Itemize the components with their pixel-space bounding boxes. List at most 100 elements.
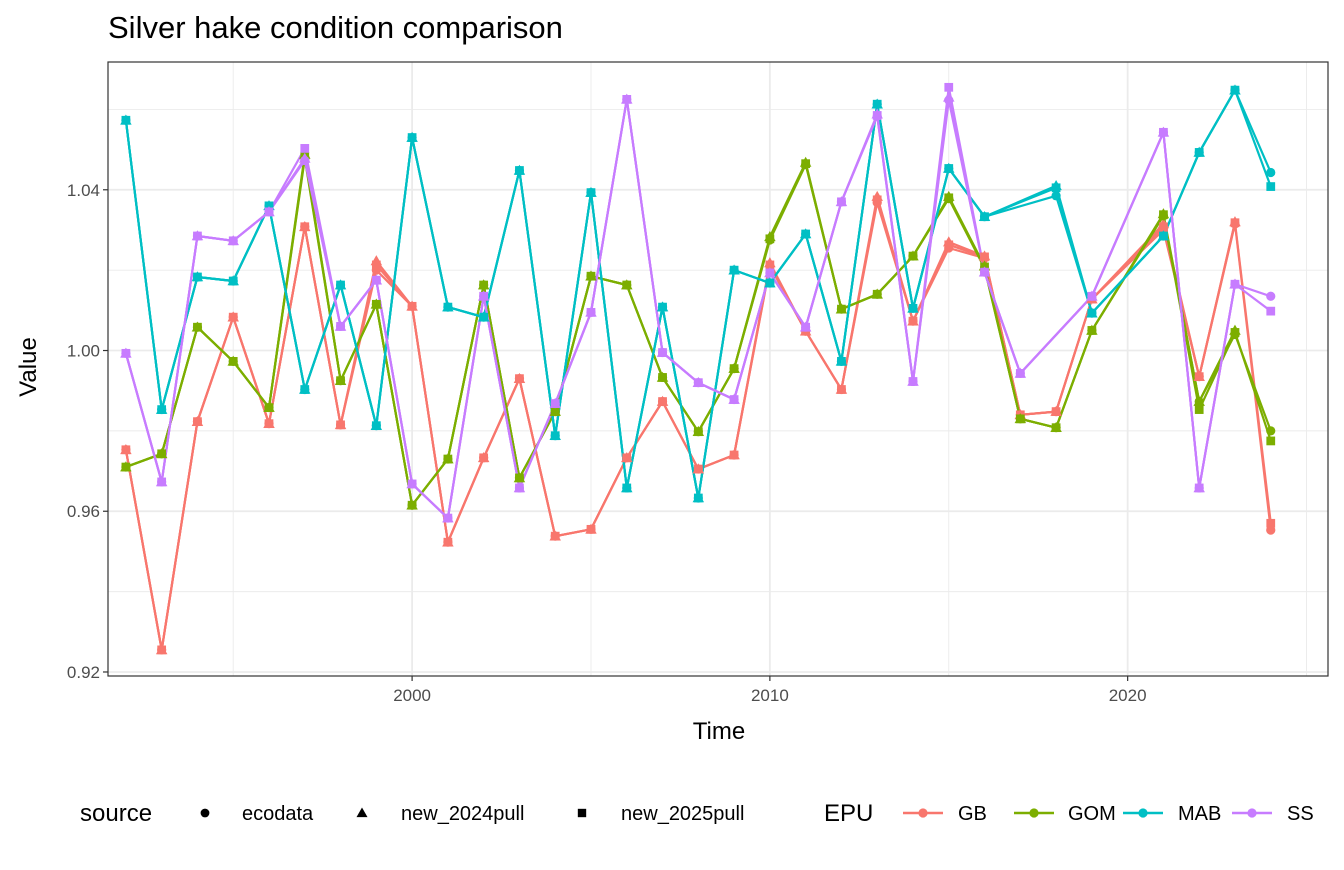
point-ss-new_2025pull: [515, 483, 524, 493]
point-gom-new_2025pull: [1051, 423, 1061, 433]
point-mab-new_2025pull: [1051, 183, 1061, 193]
x-tick-label: 2000: [393, 686, 431, 705]
point-gom-new_2025pull: [1087, 326, 1097, 335]
point-gb-new_2025pull: [1230, 218, 1240, 228]
y-tick-label: 1.04: [67, 181, 100, 200]
legend-key-new_2024pull: [356, 807, 368, 818]
legend-key-ecodata: [200, 808, 210, 818]
legend-point-gb: [918, 808, 928, 818]
point-ss-new_2025pull: [622, 95, 632, 104]
point-gom-new_2025pull: [908, 251, 918, 261]
legend-point-mab: [1138, 808, 1148, 818]
point-ss-new_2025pull: [944, 82, 954, 92]
point-gb-new_2025pull: [658, 397, 667, 406]
point-ss-new_2025pull: [228, 236, 238, 246]
series-line-gb-new_2025pull: [124, 198, 1272, 652]
point-mab-new_2025pull: [264, 201, 274, 211]
point-gom-new_2025pull: [729, 364, 739, 373]
point-ss-new_2025pull: [336, 322, 345, 331]
point-gom-new_2025pull: [872, 289, 882, 299]
y-tick-label: 0.96: [67, 502, 100, 521]
point-gom-new_2025pull: [944, 193, 954, 203]
point-ss-new_2025pull: [801, 322, 811, 332]
point-mab-new_2025pull: [443, 302, 453, 312]
point-mab-new_2025pull: [1230, 85, 1240, 95]
point-mab-new_2025pull: [586, 188, 596, 197]
point-ss-new_2025pull: [1159, 127, 1168, 137]
legend-label-gb: GB: [958, 803, 987, 825]
point-gom-new_2025pull: [1015, 414, 1025, 424]
point-gb-new_2025pull: [550, 531, 560, 541]
point-ss-new_2025pull: [872, 111, 882, 120]
point-gom-new_2025pull: [228, 356, 238, 366]
point-gom-new_2025pull: [407, 500, 417, 510]
legend-epu-items: GB GOM MAB SS: [903, 803, 1314, 825]
point-gb-new_2025pull: [837, 385, 846, 394]
point-gb-new_2025pull: [729, 450, 739, 460]
point-ss-new_2025pull: [157, 477, 167, 487]
point-gb-new_2025pull: [371, 260, 381, 270]
point-mab-new_2025pull: [550, 431, 560, 441]
point-ss-new_2025pull: [550, 399, 560, 408]
point-mab-new_2025pull: [908, 303, 918, 313]
point-gb-new_2025pull: [336, 420, 345, 430]
point-gb-new_2025pull: [586, 524, 596, 534]
x-tick-label: 2010: [751, 686, 789, 705]
point-gom-new_2025pull: [586, 271, 596, 281]
point-gom-new_2025pull: [1194, 405, 1204, 414]
point-gb-new_2025pull: [765, 260, 775, 270]
legend-label-ecodata: ecodata: [242, 803, 314, 825]
point-ss-new_2024pull: [943, 91, 955, 102]
point-ss-new_2025pull: [407, 479, 417, 489]
point-mab-new_2025pull: [515, 166, 524, 175]
chart-title: Silver hake condition comparison: [108, 10, 563, 45]
point-mab-new_2025pull: [729, 265, 739, 275]
point-gb-new_2025pull: [944, 240, 954, 250]
point-gom-new_2025pull: [264, 403, 274, 412]
point-mab-new_2025pull: [300, 385, 310, 394]
point-ss-new_2025pull: [908, 377, 918, 386]
legend-label-new_2024pull: new_2024pull: [401, 803, 524, 825]
point-gom-new_2025pull: [1230, 328, 1240, 337]
x-axis: 2000 2010 2020: [393, 676, 1147, 705]
point-ss-new_2025pull: [980, 267, 989, 277]
point-ss-new_2025pull: [693, 378, 703, 388]
grid-major: [108, 62, 1328, 676]
point-mab-new_2025pull: [801, 229, 811, 239]
legend-label-new_2025pull: new_2025pull: [621, 803, 744, 825]
panel-border: [107, 61, 1329, 677]
point-gb-new_2025pull: [1051, 407, 1061, 416]
plot-panel: [107, 61, 1329, 677]
point-mab-new_2025pull: [765, 278, 775, 288]
legend-label-ss: SS: [1287, 803, 1314, 825]
point-mab-new_2025pull: [622, 483, 632, 493]
point-gb-new_2025pull: [264, 419, 274, 429]
point-gb-new_2025pull: [1194, 372, 1204, 382]
point-gom-new_2025pull: [1266, 436, 1276, 446]
point-gom-new_2025pull: [443, 454, 453, 464]
point-mab-new_2025pull: [872, 99, 882, 109]
point-ss-new_2025pull: [586, 307, 596, 317]
point-mab-new_2025pull: [1159, 231, 1168, 241]
point-ss-new_2025pull: [264, 207, 274, 217]
point-gb-new_2025pull: [908, 316, 918, 326]
point-gom-new_2025pull: [121, 462, 131, 472]
point-gb-new_2025pull: [872, 195, 882, 205]
point-gb-new_2025pull: [622, 453, 632, 463]
legend-source-items: ecodata new_2024pull new_2025pull: [200, 803, 744, 825]
point-gb-ecodata: [1266, 525, 1276, 535]
legend-point-gom: [1029, 808, 1039, 818]
point-mab-new_2025pull: [479, 312, 489, 322]
legend-source-title: source: [80, 800, 152, 827]
point-ss-new_2025pull: [1015, 369, 1025, 378]
point-mab-new_2025pull: [944, 164, 954, 173]
series-points: [120, 82, 1276, 655]
point-gb-new_2025pull: [407, 301, 417, 311]
point-gom-new_2025pull: [157, 449, 167, 459]
point-mab-new_2025pull: [1087, 308, 1097, 318]
y-tick-label: 1.00: [67, 342, 100, 361]
point-ss-new_2025pull: [765, 268, 775, 278]
point-mab-new_2025pull: [157, 405, 167, 414]
point-gom-new_2025pull: [765, 234, 775, 244]
